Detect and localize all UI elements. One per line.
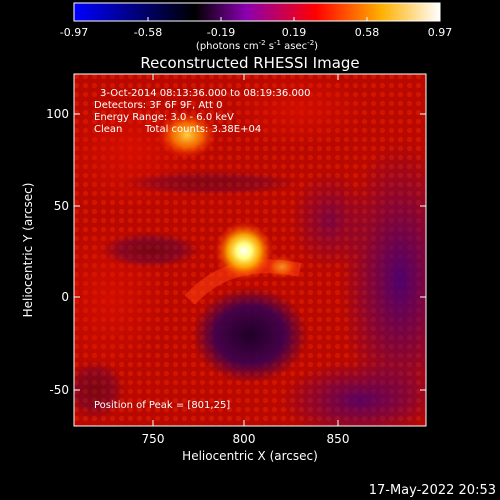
colorbar-unit-label: (photons cm-2 s-1 asec-2)	[196, 39, 318, 52]
colorbar-tick-label: -0.19	[207, 26, 235, 39]
plot-frame	[73, 73, 427, 427]
heatmap-image	[74, 74, 426, 426]
secondary-source	[157, 111, 217, 159]
chart-title: Reconstructed RHESSI Image	[140, 54, 359, 72]
energy-annotation: Energy Range: 3.0 - 6.0 keV	[94, 112, 234, 123]
colorbar-tick-label: 0.97	[428, 26, 453, 39]
colorbar-tick-label: 0.58	[355, 26, 380, 39]
y-tick-label: -50	[49, 383, 69, 397]
peak-position-annotation: Position of Peak = [801,25]	[94, 400, 230, 411]
x-tick-label: 850	[327, 432, 350, 446]
y-axis-label: Heliocentric Y (arcsec)	[21, 183, 35, 318]
x-tick-label: 800	[233, 432, 256, 446]
x-tick-label: 750	[142, 432, 165, 446]
y-tick-label: 100	[46, 107, 69, 121]
colorbar	[73, 2, 441, 22]
y-tick-label: 50	[54, 199, 69, 213]
axis-ticks	[74, 74, 426, 426]
total-counts-annotation: Total counts: 3.38E+04	[144, 124, 261, 135]
colorbar-tick-label: -0.97	[60, 26, 88, 39]
footer-timestamp: 17-May-2022 20:53	[369, 483, 496, 498]
time-range-annotation: 3-Oct-2014 08:13:36.000 to 08:19:36.000	[100, 88, 311, 99]
peak-source	[214, 221, 274, 281]
colorbar-tick-label: -0.58	[134, 26, 162, 39]
clean-label: Clean	[94, 124, 122, 135]
y-tick-label: 0	[61, 290, 69, 304]
x-axis-label: Heliocentric X (arcsec)	[182, 449, 318, 463]
colorbar-tick-label: 0.19	[282, 26, 307, 39]
colorbar-ticks	[73, 17, 441, 21]
detectors-annotation: Detectors: 3F 6F 9F, Att 0	[94, 100, 222, 111]
